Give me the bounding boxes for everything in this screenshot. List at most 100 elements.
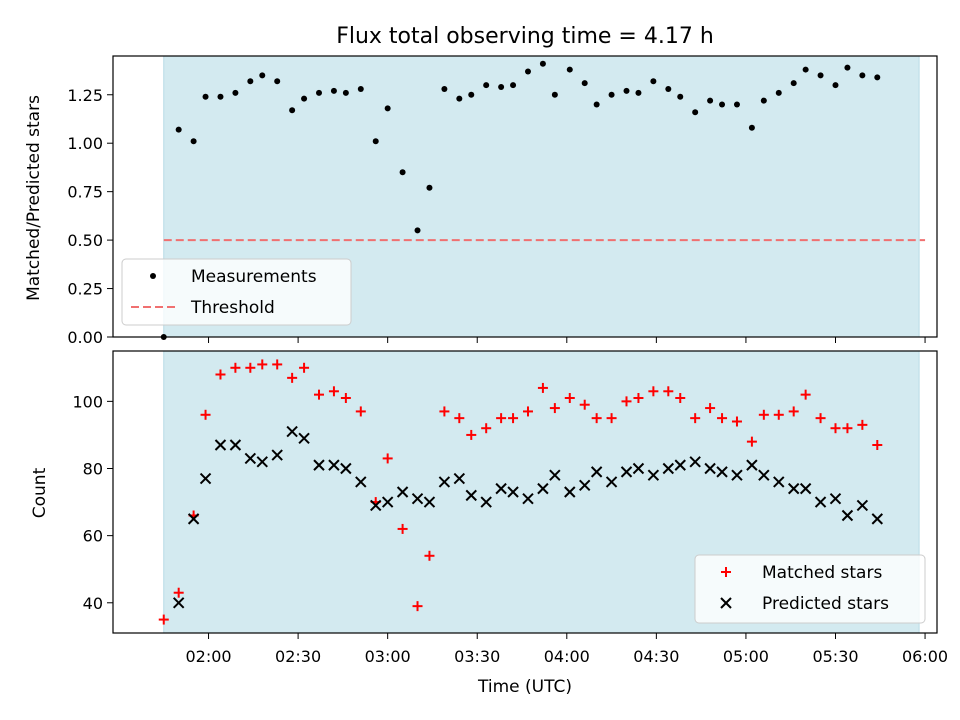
predicted-star-point-46-b: [814, 496, 827, 508]
matched-star-point-21: [454, 413, 465, 424]
predicted-star-point-40: [731, 469, 743, 481]
predicted-star-point-1: [187, 513, 200, 525]
predicted-star-point-24-b: [507, 486, 519, 498]
bottom-panel: 40 60 80 100 02:00 02:30 03:00 03:30 04:00 04:30 0…: [72, 350, 948, 666]
xtick-label-4: 04:00: [544, 647, 590, 666]
legend-predicted-label: Predicted stars: [762, 594, 889, 614]
matched-star-point-27: [537, 382, 548, 393]
predicted-star-point-17: [411, 493, 424, 505]
xtick-label-6: 05:00: [723, 647, 769, 666]
measurement-point-38: [692, 109, 699, 116]
bottom-ytick-label-2: 80: [83, 460, 103, 479]
legend-predicted-marker: [720, 597, 732, 609]
measurement-point-1: [175, 126, 182, 133]
matched-star-point-22: [466, 429, 477, 440]
matched-star-point-8: [272, 359, 283, 370]
predicted-star-point-50-b: [871, 513, 883, 525]
matched-star-point-9: [287, 372, 298, 383]
measurement-point-3: [202, 93, 209, 100]
predicted-star-point-4-b: [229, 439, 242, 451]
predicted-star-point-2: [199, 472, 212, 485]
predicted-star-point-12: [340, 462, 352, 475]
predicted-star-point-23-b: [495, 482, 507, 495]
matched-star-point-18: [412, 601, 423, 612]
matched-star-point-49: [842, 423, 853, 434]
bottom-legend: Matched stars Predicted stars: [694, 554, 926, 624]
matched-star-point-50: [857, 419, 868, 430]
measurement-point-32: [608, 91, 615, 98]
predicted-star-point-13: [355, 476, 367, 488]
predicted-star-point-18: [423, 496, 436, 508]
predicted-star-point-38: [704, 462, 716, 475]
top-ytick-label-1: 0.25: [67, 280, 103, 299]
xtick-label-8: 06:00: [902, 647, 948, 666]
measurement-point-33: [623, 87, 630, 94]
legend-predicted-marker-b: [720, 597, 732, 609]
matched-star-point-23: [481, 423, 492, 434]
predicted-star-point-48: [841, 509, 854, 522]
top-panel: 0.00 0.25 0.50 0.75 1.00 1.25 Measurements Thre…: [67, 55, 938, 347]
predicted-star-point-25: [522, 493, 534, 505]
matched-star-point-36: [663, 386, 674, 397]
matched-star-point-48: [830, 423, 841, 434]
matched-star-point-39: [705, 403, 716, 414]
predicted-star-point-33-b: [632, 462, 645, 475]
measurement-point-28: [551, 91, 558, 98]
predicted-star-point-49: [856, 499, 869, 512]
measurement-point-6: [247, 78, 254, 85]
matched-star-point-1: [173, 587, 184, 598]
predicted-star-point-39-b: [716, 466, 728, 478]
predicted-star-point-3-b: [214, 439, 227, 451]
predicted-star-point-32: [620, 466, 633, 478]
predicted-star-point-34: [647, 469, 660, 481]
matched-star-point-37: [675, 393, 686, 403]
predicted-star-point-30-b: [590, 466, 603, 478]
predicted-star-point-1-b: [187, 513, 200, 525]
measurement-point-42: [748, 124, 755, 131]
matched-star-point-4: [215, 369, 226, 380]
measurement-point-41: [733, 101, 740, 108]
xtick-label-5: 04:30: [633, 647, 679, 666]
measurement-point-18: [414, 227, 421, 234]
predicted-star-point-47: [829, 493, 842, 505]
measurement-point-19: [426, 184, 433, 191]
predicted-star-point-24: [507, 486, 519, 498]
predicted-star-point-12-b: [340, 462, 352, 475]
predicted-star-point-28: [564, 486, 576, 498]
predicted-star-point-7: [271, 449, 283, 461]
bottom-ytick-label-3: 100: [72, 392, 103, 411]
predicted-star-point-32-b: [620, 466, 633, 478]
xtick-label-0: 02:00: [185, 647, 231, 666]
predicted-star-point-36: [674, 459, 686, 471]
legend-measurements-label: Measurements: [191, 267, 317, 287]
predicted-star-point-22-b: [480, 496, 492, 508]
predicted-star-point-44: [787, 482, 800, 495]
predicted-star-point-6: [256, 456, 268, 468]
measurement-point-34: [635, 89, 642, 96]
predicted-star-point-49-b: [856, 499, 869, 512]
measurement-point-47: [817, 72, 824, 79]
measurement-point-29: [566, 66, 573, 73]
measurement-point-9: [289, 107, 296, 114]
predicted-star-point-28-b: [564, 486, 576, 498]
predicted-star-point-5: [244, 452, 257, 465]
measurement-point-35: [650, 78, 657, 85]
predicted-star-point-16-b: [396, 486, 409, 498]
matched-star-point-47: [815, 413, 826, 424]
predicted-star-point-5-b: [244, 452, 257, 465]
matched-star-point-28: [549, 403, 560, 414]
predicted-star-point-14: [370, 499, 382, 512]
matched-star-point-42: [746, 436, 757, 447]
measurement-point-45: [790, 80, 797, 87]
predicted-star-point-6-b: [256, 456, 268, 468]
measurement-point-13: [342, 89, 349, 96]
predicted-star-point-45: [799, 482, 812, 495]
predicted-star-point-33: [632, 462, 645, 475]
matched-star-point-16: [382, 453, 393, 464]
measurement-point-27: [539, 60, 546, 67]
predicted-star-point-27: [549, 469, 561, 481]
measurement-point-25: [510, 82, 517, 89]
predicted-star-point-41: [746, 459, 758, 471]
matched-star-point-45: [788, 406, 799, 417]
measurement-point-14: [357, 85, 364, 92]
